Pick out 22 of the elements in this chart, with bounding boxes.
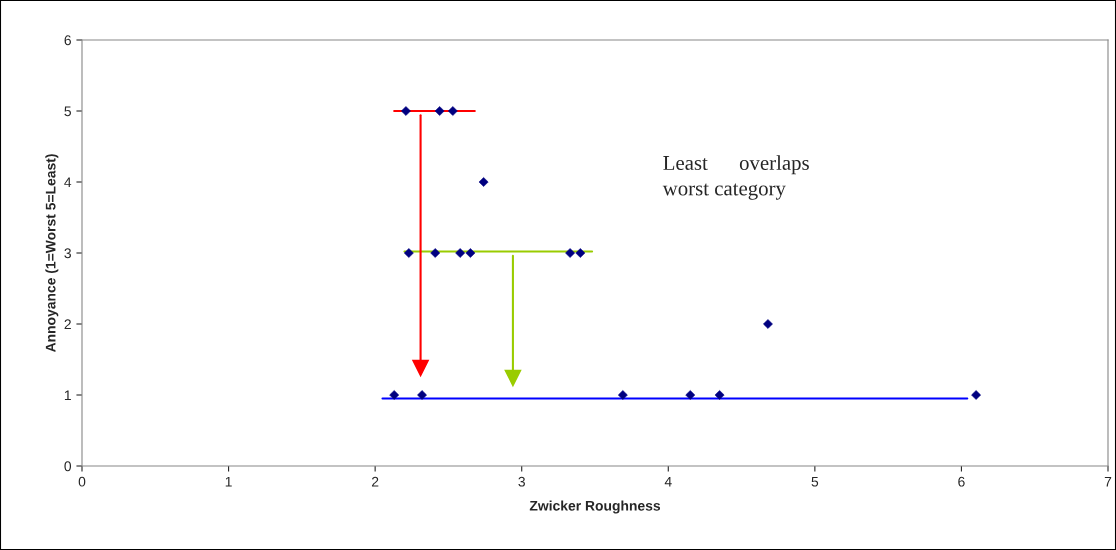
x-tick-label: 3 xyxy=(518,476,525,487)
point xyxy=(714,390,725,400)
y-tick-label: 4 xyxy=(64,177,72,188)
x-tick-label: 7 xyxy=(1104,476,1112,487)
point xyxy=(504,369,522,387)
annotation: worst category xyxy=(662,183,786,200)
x-axis-title: Zwicker Roughness xyxy=(529,500,661,514)
x-tick-label: 4 xyxy=(664,476,672,487)
y-tick-label: 2 xyxy=(64,319,71,330)
y-tick-label: 3 xyxy=(64,248,71,259)
x-tick-label: 0 xyxy=(78,476,86,487)
x-tick-label: 1 xyxy=(225,476,232,487)
y-tick-label: 1 xyxy=(64,390,71,401)
annotation: Least overlaps xyxy=(663,155,809,175)
y-axis-title: Annoyance (1=Worst 5=Least) xyxy=(45,154,59,353)
x-tick-label: 6 xyxy=(958,476,965,487)
y-tick-label: 5 xyxy=(64,106,71,117)
point xyxy=(412,359,429,377)
y-tick-label: 6 xyxy=(64,35,71,46)
y-tick-label: 0 xyxy=(64,461,72,472)
x-tick-label: 5 xyxy=(811,476,819,487)
x-tick-label: 2 xyxy=(371,476,379,487)
